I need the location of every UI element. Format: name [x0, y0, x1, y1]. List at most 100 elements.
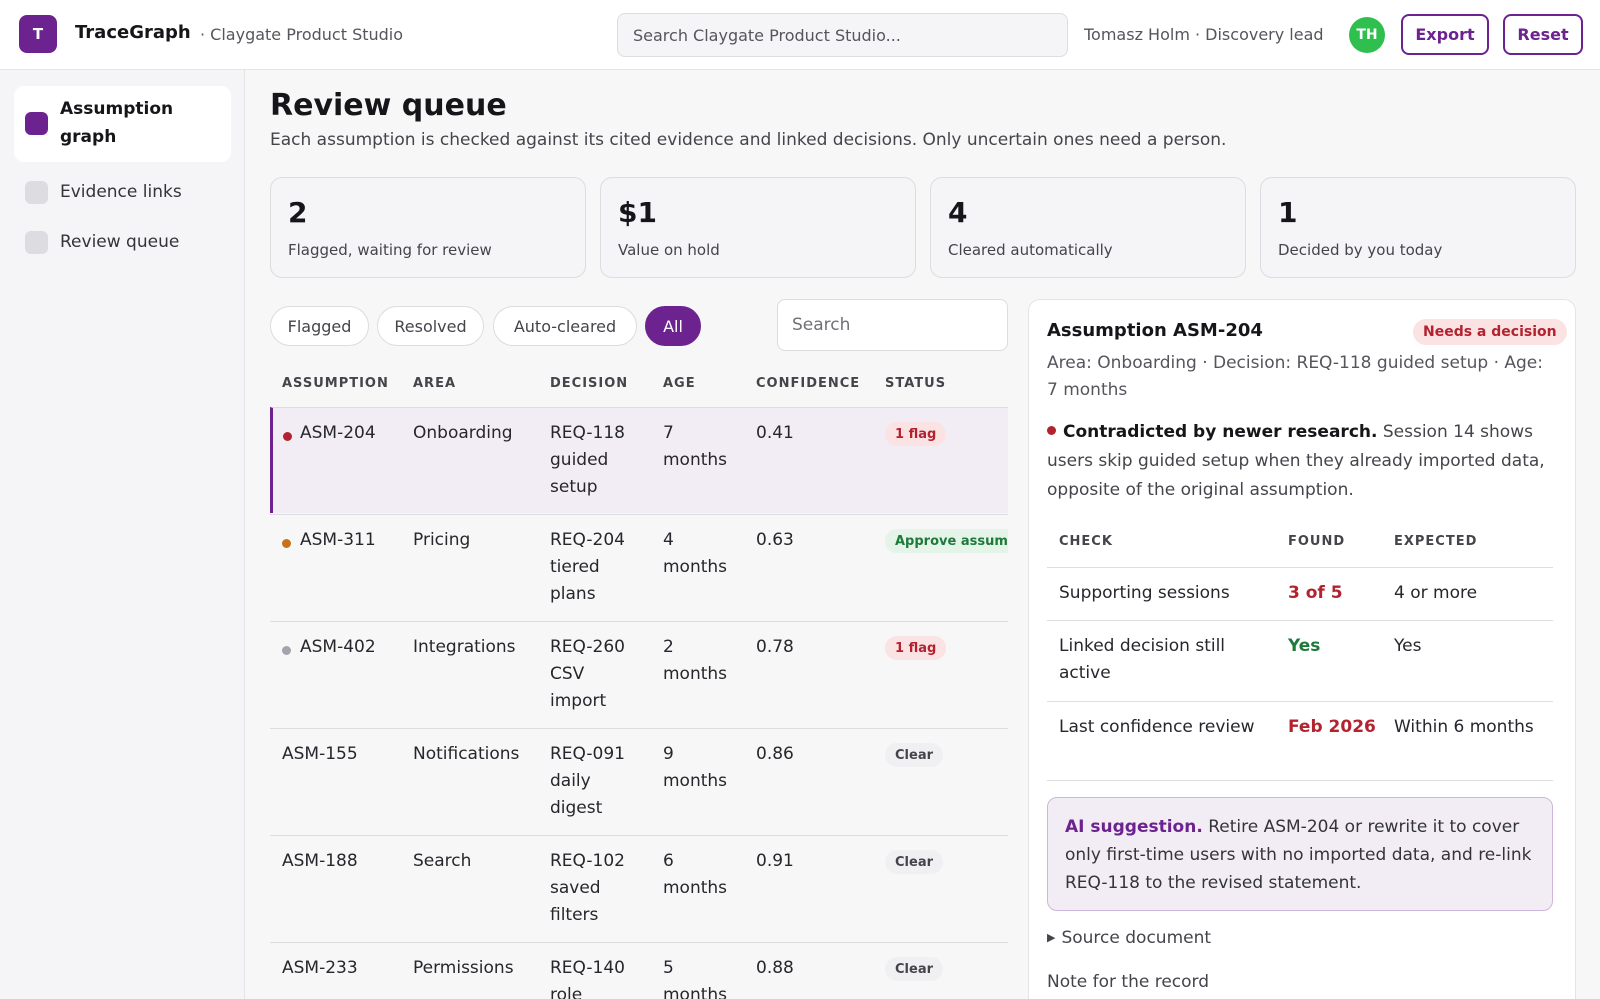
table-row[interactable]: ASM-188 Search REQ-102 saved filters 6 m…	[270, 835, 1008, 941]
sidebar-item-label: Evidence links	[60, 182, 182, 202]
finding-body: Session 14 shows users skip guided setup…	[1047, 422, 1545, 500]
filter-flagged[interactable]: Flagged	[270, 306, 369, 346]
column-header[interactable]: AGE	[663, 376, 696, 391]
stat-label: Flagged, waiting for review	[288, 241, 492, 259]
stat-card-cleared: 4 Cleared automatically	[930, 177, 1246, 278]
stat-value: 4	[948, 196, 968, 229]
check-expected: Yes	[1394, 636, 1422, 656]
nav-square-icon	[25, 112, 48, 135]
ai-suggestion-label: AI suggestion.	[1065, 817, 1203, 837]
sidebar-item-evidence-links[interactable]: Evidence links	[14, 170, 231, 214]
reset-button[interactable]: Reset	[1503, 14, 1583, 55]
check-name: Last confidence review	[1059, 717, 1255, 737]
column-header[interactable]: ASSUMPTION	[282, 376, 389, 391]
age-cell: 5 months	[663, 958, 728, 999]
decision-cell: REQ-140 role	[550, 958, 625, 999]
age-cell: 6 months	[663, 851, 728, 898]
status-badge: 1 flag	[885, 422, 947, 446]
status-badge: 1 flag	[885, 636, 947, 660]
age-cell: 9 months	[663, 744, 728, 791]
stat-card-decided-today: 1 Decided by you today	[1260, 177, 1576, 278]
area-cell: Integrations	[413, 637, 516, 657]
stat-label: Cleared automatically	[948, 241, 1113, 259]
workspace-name: · Claygate Product Studio	[200, 25, 404, 44]
avatar[interactable]: TH	[1349, 17, 1385, 53]
confidence-cell: 0.91	[756, 851, 794, 871]
age-cell: 4 months	[663, 530, 728, 577]
sidebar-item-label: Review queue	[60, 232, 180, 252]
stat-label: Decided by you today	[1278, 241, 1443, 259]
decision-cell: REQ-260 CSV import	[550, 637, 625, 711]
stat-value: $1	[618, 196, 657, 229]
top-bar: T TraceGraph · Claygate Product Studio T…	[0, 0, 1600, 70]
check-row: Linked decision still active Yes Yes	[1047, 620, 1553, 700]
table-row[interactable]: ASM-402 Integrations REQ-260 CSV import …	[270, 621, 1008, 727]
decision-cell: REQ-204 tiered plans	[550, 530, 625, 604]
confidence-cell: 0.78	[756, 637, 794, 657]
source-document-label: Source document	[1061, 928, 1212, 948]
ai-suggestion-text: Retire ASM-204 or rewrite it to cover on…	[1065, 817, 1532, 893]
finding-title: Contradicted by newer research.	[1063, 422, 1378, 442]
source-document-toggle[interactable]: ▶ Source document	[1047, 928, 1211, 948]
app-logo[interactable]: T	[19, 15, 57, 53]
sidebar-item-label: Assumption graph	[60, 99, 174, 147]
stat-label: Value on hold	[618, 241, 720, 259]
area-cell: Permissions	[413, 958, 514, 978]
stat-value: 1	[1278, 196, 1298, 229]
detail-meta: Area: Onboarding · Decision: REQ-118 gui…	[1047, 353, 1543, 400]
sidebar-item-review-queue[interactable]: Review queue	[14, 220, 231, 264]
table-search-input[interactable]	[777, 299, 1008, 351]
column-header[interactable]: DECISION	[550, 376, 629, 391]
sidebar-item-assumption-graph[interactable]: Assumption graph	[14, 86, 231, 162]
column-header[interactable]: AREA	[413, 376, 457, 391]
confidence-cell: 0.41	[756, 423, 794, 443]
decision-cell: REQ-102 saved filters	[550, 851, 625, 925]
check-row: Last confidence review Feb 2026 Within 6…	[1047, 701, 1553, 781]
table-row[interactable]: ASM-233 Permissions REQ-140 role 5 month…	[270, 942, 1008, 999]
assumption-id: ASM-233	[282, 958, 358, 978]
global-search-input[interactable]	[617, 13, 1068, 57]
ai-suggestion: AI suggestion. Retire ASM-204 or rewrite…	[1047, 797, 1553, 911]
column-header: FOUND	[1288, 534, 1346, 549]
assumption-detail-panel: Assumption ASM-204 Needs a decision Area…	[1028, 299, 1576, 999]
filter-all[interactable]: All	[645, 306, 701, 346]
confidence-cell: 0.88	[756, 958, 794, 978]
check-found: 3 of 5	[1288, 583, 1343, 603]
finding-text: Contradicted by newer research. Session …	[1047, 418, 1547, 505]
table-row[interactable]: ASM-311 Pricing REQ-204 tiered plans 4 m…	[270, 514, 1008, 620]
filter-resolved[interactable]: Resolved	[377, 306, 484, 346]
check-expected: 4 or more	[1394, 583, 1478, 603]
severity-dot	[282, 539, 291, 548]
severity-dot	[282, 646, 291, 655]
status-badge: Clear	[885, 850, 943, 874]
column-header[interactable]: CONFIDENCE	[756, 376, 861, 391]
check-expected: Within 6 months	[1394, 717, 1534, 737]
page-title: Review queue	[270, 88, 507, 123]
detail-title: Assumption ASM-204	[1047, 320, 1263, 341]
assumption-id: ASM-188	[282, 851, 358, 871]
user-name-role: Tomasz Holm · Discovery lead	[1084, 25, 1324, 44]
confidence-cell: 0.63	[756, 530, 794, 550]
check-name: Linked decision still active	[1059, 636, 1226, 683]
sidebar: Assumption graph Evidence links Review q…	[0, 70, 245, 999]
status-badge: Clear	[885, 743, 943, 767]
area-cell: Search	[413, 851, 472, 871]
table-row[interactable]: ASM-155 Notifications REQ-091 daily dige…	[270, 728, 1008, 834]
approve-assumption-button[interactable]: Approve assumption	[885, 529, 1008, 553]
check-found: Yes	[1288, 636, 1321, 656]
check-found: Feb 2026	[1288, 717, 1376, 737]
assumption-id: ASM-311	[300, 530, 376, 550]
age-cell: 2 months	[663, 637, 728, 684]
area-cell: Onboarding	[413, 423, 513, 443]
disclosure-triangle-icon: ▶	[1047, 931, 1056, 944]
severity-dot	[283, 432, 292, 441]
page-subtitle: Each assumption is checked against its c…	[270, 130, 1227, 150]
app-name: TraceGraph	[75, 22, 191, 43]
column-header[interactable]: STATUS	[885, 376, 947, 391]
table-row[interactable]: ASM-204 Onboarding REQ-118 guided setup …	[270, 407, 1008, 513]
confidence-cell: 0.86	[756, 744, 794, 764]
age-cell: 7 months	[663, 423, 728, 470]
filter-auto-cleared[interactable]: Auto-cleared	[493, 306, 637, 346]
export-button[interactable]: Export	[1401, 14, 1489, 55]
nav-square-icon	[25, 181, 48, 204]
